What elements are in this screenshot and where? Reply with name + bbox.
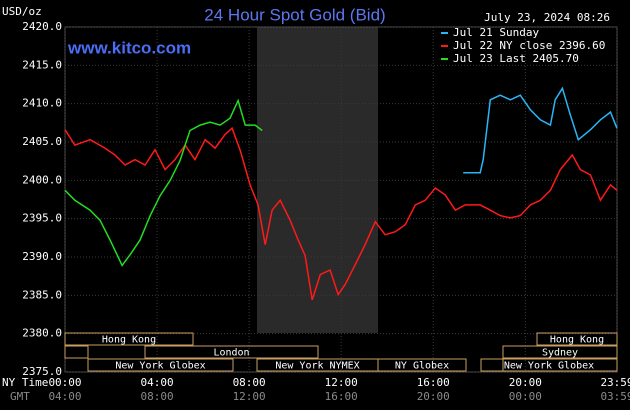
session-label: Hong Kong xyxy=(102,335,156,346)
y-tick-label: 2415.0 xyxy=(22,58,62,71)
y-tick-label: 2420.0 xyxy=(22,20,62,33)
x-tick-label: 23:59 xyxy=(600,376,630,389)
x-axis-label: NY Time xyxy=(2,376,48,389)
y-tick-label: 2385.0 xyxy=(22,288,62,301)
y-tick-label: 2405.0 xyxy=(22,135,62,148)
series-line xyxy=(64,126,618,301)
series-line xyxy=(64,98,263,267)
x-tick-label: 08:00 xyxy=(233,376,266,389)
x2-tick-label: 04:00 xyxy=(48,390,81,403)
x2-tick-label: 12:00 xyxy=(233,390,266,403)
x2-tick-label: 16:00 xyxy=(325,390,358,403)
x2-tick-label: 03:59 xyxy=(600,390,630,403)
watermark: www.kitco.com xyxy=(67,38,191,57)
y-tick-label: 2380.0 xyxy=(22,327,62,340)
x-tick-label: 20:00 xyxy=(509,376,542,389)
legend-label: Jul 23 Last 2405.70 xyxy=(453,52,579,65)
session-label: New York NYMEX xyxy=(275,361,359,372)
y-tick-label: 2375.0 xyxy=(22,365,62,378)
session-box xyxy=(64,345,89,359)
y-tick-label: 2390.0 xyxy=(22,250,62,263)
x2-tick-label: 08:00 xyxy=(141,390,174,403)
x2-tick-label: 20:00 xyxy=(417,390,450,403)
y-tick-label: 2400.0 xyxy=(22,173,62,186)
x-tick-label: 00:00 xyxy=(48,376,81,389)
session-box xyxy=(502,345,618,359)
session-box xyxy=(480,358,618,372)
session-box xyxy=(144,345,319,359)
chart-title: 24 Hour Spot Gold (Bid) xyxy=(204,5,385,24)
x-tick-label: 16:00 xyxy=(417,376,450,389)
timestamp: July 23, 2024 08:26 xyxy=(484,11,610,24)
session-box xyxy=(480,358,504,372)
legend-label: Jul 21 Sunday xyxy=(453,26,539,39)
legend-label: Jul 22 NY close 2396.60 xyxy=(453,39,605,52)
session-label: Sydney xyxy=(542,348,578,359)
series-line xyxy=(463,86,618,174)
y-tick-label: 2410.0 xyxy=(22,97,62,110)
session-box xyxy=(87,358,234,372)
session-label: Hong Kong xyxy=(550,335,604,346)
x2-tick-label: 00:00 xyxy=(509,390,542,403)
session-label: New York Globex xyxy=(504,361,594,372)
session-box xyxy=(536,332,618,346)
session-box xyxy=(377,358,467,372)
y-axis-label: USD/oz xyxy=(2,5,42,18)
x-tick-label: 04:00 xyxy=(141,376,174,389)
session-box xyxy=(64,332,194,346)
session-label: NY Globex xyxy=(395,361,449,372)
session-label: London xyxy=(213,348,249,359)
session-label: New York Globex xyxy=(115,361,205,372)
y-tick-label: 2395.0 xyxy=(22,212,62,225)
x-tick-label: 12:00 xyxy=(325,376,358,389)
x2-axis-label: GMT xyxy=(10,390,30,403)
